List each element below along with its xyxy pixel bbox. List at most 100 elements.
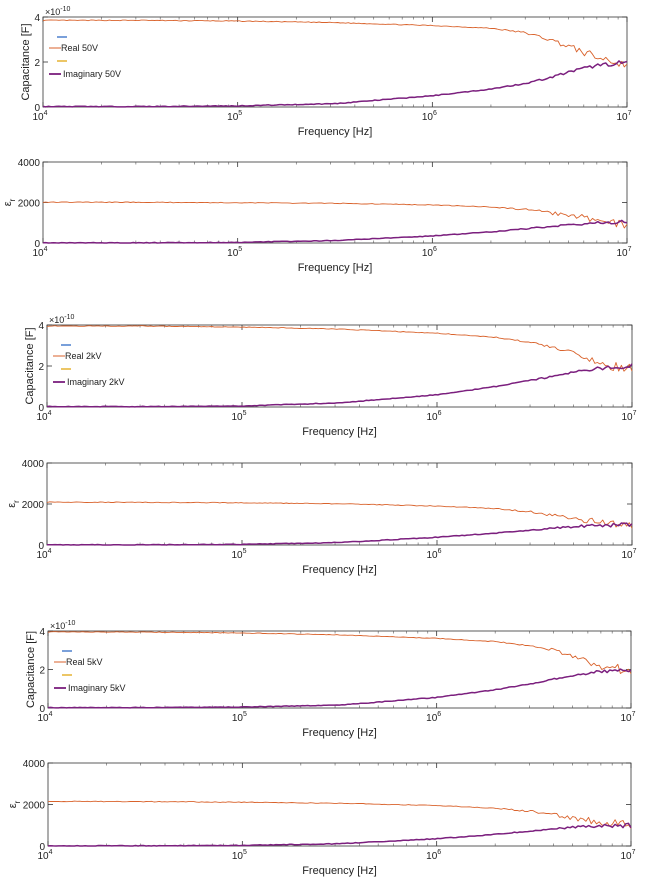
y-exponent-value: -10 [60, 6, 70, 13]
x-tick-exponent: 4 [48, 410, 52, 417]
plot-frame [47, 630, 632, 709]
x-tick-exponent: 4 [49, 711, 53, 718]
x-tick-label: 105 [231, 548, 246, 561]
x-tick-exponent: 5 [243, 711, 247, 718]
legend-entry-imaginary: Imaginary 2kV [67, 377, 125, 387]
series-line-real [42, 19, 628, 68]
x-axis-label: Frequency [Hz] [302, 564, 377, 576]
series-line-imaginary [42, 60, 628, 108]
series-line-imaginary [46, 522, 633, 546]
y-tick-label: 4000 [18, 158, 41, 169]
y-tick-label: 4000 [22, 459, 45, 470]
y-axis-label: εr [2, 198, 17, 206]
y-axis-label: Capacitance [F] [24, 327, 36, 404]
x-tick-label: 106 [426, 548, 441, 561]
x-tick-exponent: 6 [437, 711, 441, 718]
y-tick-label: 0 [38, 403, 44, 414]
x-tick-label: 107 [621, 548, 636, 561]
x-tick-label: 107 [621, 410, 636, 423]
x-tick-exponent: 4 [44, 246, 48, 253]
x-axis-label: Frequency [Hz] [298, 262, 373, 274]
y-exponent-value: -10 [65, 620, 75, 627]
legend-entry-real: Real 50V [61, 43, 98, 53]
x-tick-exponent: 6 [433, 246, 437, 253]
plot-frame [46, 324, 633, 408]
x-tick-exponent: 7 [633, 410, 637, 417]
x-tick-exponent: 5 [243, 849, 247, 856]
x-tick-exponent: 7 [632, 711, 636, 718]
y-tick-label: 2000 [18, 199, 41, 210]
y-tick-label: 2 [39, 666, 45, 677]
y-axis-label-subscript: r [12, 500, 21, 503]
y-tick-label: 0 [38, 541, 44, 552]
series-line-imaginary [47, 668, 632, 709]
x-tick-exponent: 5 [238, 246, 242, 253]
x-tick-label: 105 [232, 711, 247, 724]
legend-entry-imaginary: Imaginary 5kV [68, 683, 126, 693]
x-tick-exponent: 7 [628, 110, 632, 117]
x-tick-label: 105 [231, 410, 246, 423]
series-line-real [46, 501, 633, 529]
y-tick-label: 2 [34, 58, 40, 69]
legend-entry-imaginary: Imaginary 50V [63, 69, 121, 79]
y-tick-label: 2000 [23, 801, 46, 812]
x-tick-label: 105 [227, 246, 242, 259]
y-tick-label: 4 [39, 627, 45, 638]
x-tick-label: 106 [426, 711, 441, 724]
y-axis-label: εr [6, 500, 21, 508]
series-line-imaginary [47, 822, 632, 847]
y-tick-label: 0 [39, 704, 45, 715]
x-axis-label: Frequency [Hz] [298, 126, 373, 138]
x-tick-label: 106 [426, 849, 441, 862]
series-line-real [47, 631, 632, 674]
series-line-real [46, 325, 633, 372]
x-tick-label: 105 [227, 110, 242, 123]
y-axis-label: Capacitance [F] [20, 23, 32, 100]
y-tick-label: 4 [38, 321, 44, 332]
y-axis-label-subscript: r [13, 800, 22, 803]
series-line-imaginary [42, 219, 628, 244]
legend-entry-real: Real 5kV [66, 657, 103, 667]
x-tick-exponent: 6 [438, 548, 442, 555]
x-tick-exponent: 5 [238, 110, 242, 117]
y-tick-label: 0 [34, 103, 40, 114]
x-tick-label: 107 [620, 711, 635, 724]
y-axis-label-subscript: r [8, 198, 17, 201]
legend-entry-real: Real 2kV [65, 351, 102, 361]
series-line-real [42, 201, 628, 229]
x-tick-exponent: 6 [437, 849, 441, 856]
x-tick-exponent: 5 [243, 548, 247, 555]
x-tick-label: 107 [616, 110, 631, 123]
y-tick-label: 2000 [22, 500, 45, 511]
x-axis-label: Frequency [Hz] [302, 865, 377, 877]
x-tick-exponent: 4 [48, 548, 52, 555]
y-exponent-label: ×10-10 [45, 6, 71, 17]
x-tick-exponent: 7 [632, 849, 636, 856]
x-tick-exponent: 5 [243, 410, 247, 417]
y-exponent-value: -10 [64, 314, 74, 321]
plot-frame [42, 16, 628, 108]
plot-frame [47, 762, 632, 847]
x-tick-label: 106 [422, 110, 437, 123]
x-tick-exponent: 7 [628, 246, 632, 253]
y-exponent-label: ×10-10 [50, 620, 76, 631]
x-tick-exponent: 6 [433, 110, 437, 117]
x-tick-label: 107 [620, 849, 635, 862]
x-tick-exponent: 6 [438, 410, 442, 417]
y-axis-label: εr [7, 800, 22, 808]
y-tick-label: 0 [34, 239, 40, 250]
y-tick-label: 0 [39, 842, 45, 853]
series-line-imaginary [46, 363, 633, 408]
x-tick-exponent: 4 [49, 849, 53, 856]
x-tick-label: 107 [616, 246, 631, 259]
x-tick-label: 106 [422, 246, 437, 259]
y-axis-label: Capacitance [F] [25, 631, 37, 708]
x-tick-exponent: 7 [633, 548, 637, 555]
